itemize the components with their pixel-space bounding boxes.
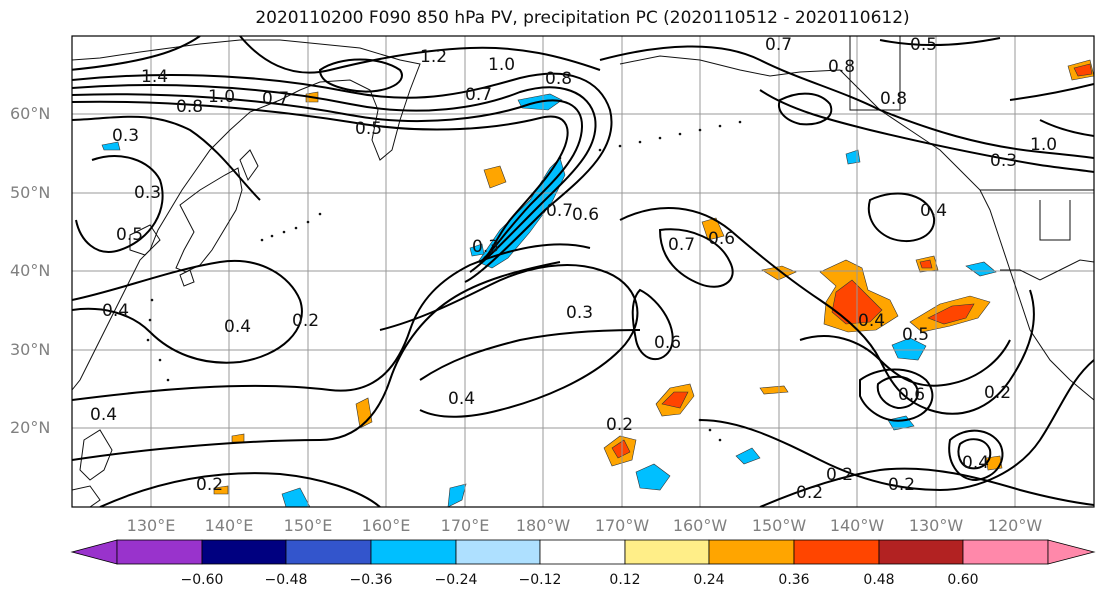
- lon-label: 150°W: [751, 516, 807, 535]
- colorbar-tick-label: 0.12: [609, 572, 641, 588]
- contour-label: 1.0: [488, 55, 515, 75]
- precip-pos-area: [483, 165, 507, 189]
- lon-label: 140°W: [829, 516, 885, 535]
- contour-label: 0.3: [472, 237, 499, 257]
- lon-label: 120°W: [987, 516, 1043, 535]
- colorbar-tick-label: −0.60: [180, 572, 224, 588]
- contour-label: 0.4: [224, 317, 251, 337]
- contour-label: 0.7: [262, 89, 289, 109]
- contour-label: 0.8: [545, 69, 572, 89]
- contour-label: 0.5: [116, 225, 143, 245]
- contour-label: 0.7: [546, 201, 573, 221]
- lon-label: 130°W: [908, 516, 964, 535]
- colorbar: [70, 539, 1096, 565]
- contour-label: 0.6: [654, 333, 681, 353]
- precip-pos-area: [927, 303, 975, 325]
- contour-label: 0.2: [984, 383, 1011, 403]
- coastlines: [72, 36, 1094, 507]
- contour-label: 1.2: [420, 47, 447, 67]
- precip-pos-area: [611, 439, 631, 459]
- contour-label: 0.6: [572, 205, 599, 225]
- lon-label: 130°E: [126, 516, 176, 535]
- contour-label: 0.3: [134, 183, 161, 203]
- lat-label: 60°N: [10, 104, 51, 123]
- colorbar-tick-label: 0.24: [693, 572, 725, 588]
- pv-contours: [72, 36, 1094, 507]
- contour-label: 0.6: [898, 385, 925, 405]
- lat-label: 50°N: [10, 183, 51, 202]
- lon-label: 150°E: [283, 516, 333, 535]
- lat-label: 30°N: [10, 340, 51, 359]
- contour-label: 0.4: [448, 389, 475, 409]
- lon-label: 160°W: [672, 516, 728, 535]
- contour-label: 0.8: [880, 89, 907, 109]
- precip-pos-area: [213, 485, 229, 495]
- lon-label: 170°W: [594, 516, 650, 535]
- contour-label: 0.2: [292, 311, 319, 331]
- contour-label: 0.4: [962, 453, 989, 473]
- precip-pos-area: [701, 217, 725, 241]
- lon-label: 180°W: [515, 516, 571, 535]
- contour-label: 0.7: [765, 35, 792, 55]
- contour-label: 0.4: [858, 311, 885, 331]
- contour-label: 1.0: [208, 87, 235, 107]
- precip-pos-area: [231, 433, 245, 443]
- contour-labels: 1.4 0.8 1.0 0.7 0.3 0.5 1.2 1.0 0.8 0.7 …: [90, 35, 1057, 503]
- contour-label: 0.4: [102, 301, 129, 321]
- colorbar-extend-high: [1047, 539, 1096, 565]
- contour-label: 0.3: [112, 126, 139, 146]
- precip-neg-area: [101, 141, 121, 151]
- colorbar-tick-label: −0.12: [518, 572, 562, 588]
- lat-label: 20°N: [10, 418, 51, 437]
- precip-neg-area: [735, 447, 761, 465]
- precip-neg-area: [891, 337, 927, 361]
- lon-label: 160°E: [361, 516, 411, 535]
- colorbar-tick-label: −0.48: [264, 572, 308, 588]
- precip-neg-area: [635, 463, 671, 491]
- precip-neg-area: [281, 487, 311, 507]
- precip-shading: [101, 59, 1094, 507]
- precip-pos-area: [919, 259, 933, 269]
- contour-label: 0.7: [668, 235, 695, 255]
- precip-neg-area: [469, 243, 485, 257]
- lon-label: 170°E: [440, 516, 490, 535]
- colorbar-tick-label: 0.48: [863, 572, 895, 588]
- lat-label: 40°N: [10, 261, 51, 280]
- map-title: 2020110200 F090 850 hPa PV, precipitatio…: [255, 8, 910, 28]
- contour-label: 0.6: [708, 229, 735, 249]
- colorbar-tick-label: −0.24: [434, 572, 478, 588]
- contour-label: 0.2: [796, 483, 823, 503]
- contour-label: 1.4: [141, 67, 168, 87]
- contour-label: 1.0: [1030, 135, 1057, 155]
- contour-label: 0.4: [90, 405, 117, 425]
- map-frame: [71, 35, 1095, 508]
- contour-label: 0.5: [902, 325, 929, 345]
- precip-neg-area: [447, 483, 467, 507]
- contour-label: 0.8: [176, 97, 203, 117]
- precip-pos-area: [1073, 63, 1093, 77]
- contour-label: 0.3: [566, 303, 593, 323]
- precip-pos-area: [661, 391, 689, 409]
- contour-label: 0.2: [196, 475, 223, 495]
- contour-label: 0.3: [990, 151, 1017, 171]
- precip-neg-area: [845, 149, 861, 165]
- graticule: [72, 36, 1094, 507]
- contour-label: 0.5: [355, 119, 382, 139]
- colorbar-tick-label: 0.60: [947, 572, 979, 588]
- contour-label: 0.4: [920, 201, 947, 221]
- colorbar-tick-label: −0.36: [349, 572, 393, 588]
- contour-label: 0.2: [888, 475, 915, 495]
- contour-label: 0.7: [465, 85, 492, 105]
- precip-pos-area: [759, 385, 789, 395]
- contour-label: 0.2: [826, 465, 853, 485]
- contour-label: 0.8: [828, 57, 855, 77]
- lon-label: 140°E: [204, 516, 254, 535]
- colorbar-extend-low: [70, 539, 118, 565]
- precip-neg-area: [965, 261, 997, 277]
- contour-label: 0.2: [606, 415, 633, 435]
- colorbar-tick-label: 0.36: [778, 572, 810, 588]
- contour-label: 0.5: [910, 35, 937, 55]
